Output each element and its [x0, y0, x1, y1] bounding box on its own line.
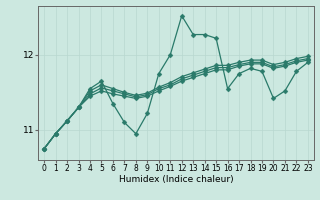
X-axis label: Humidex (Indice chaleur): Humidex (Indice chaleur): [119, 175, 233, 184]
